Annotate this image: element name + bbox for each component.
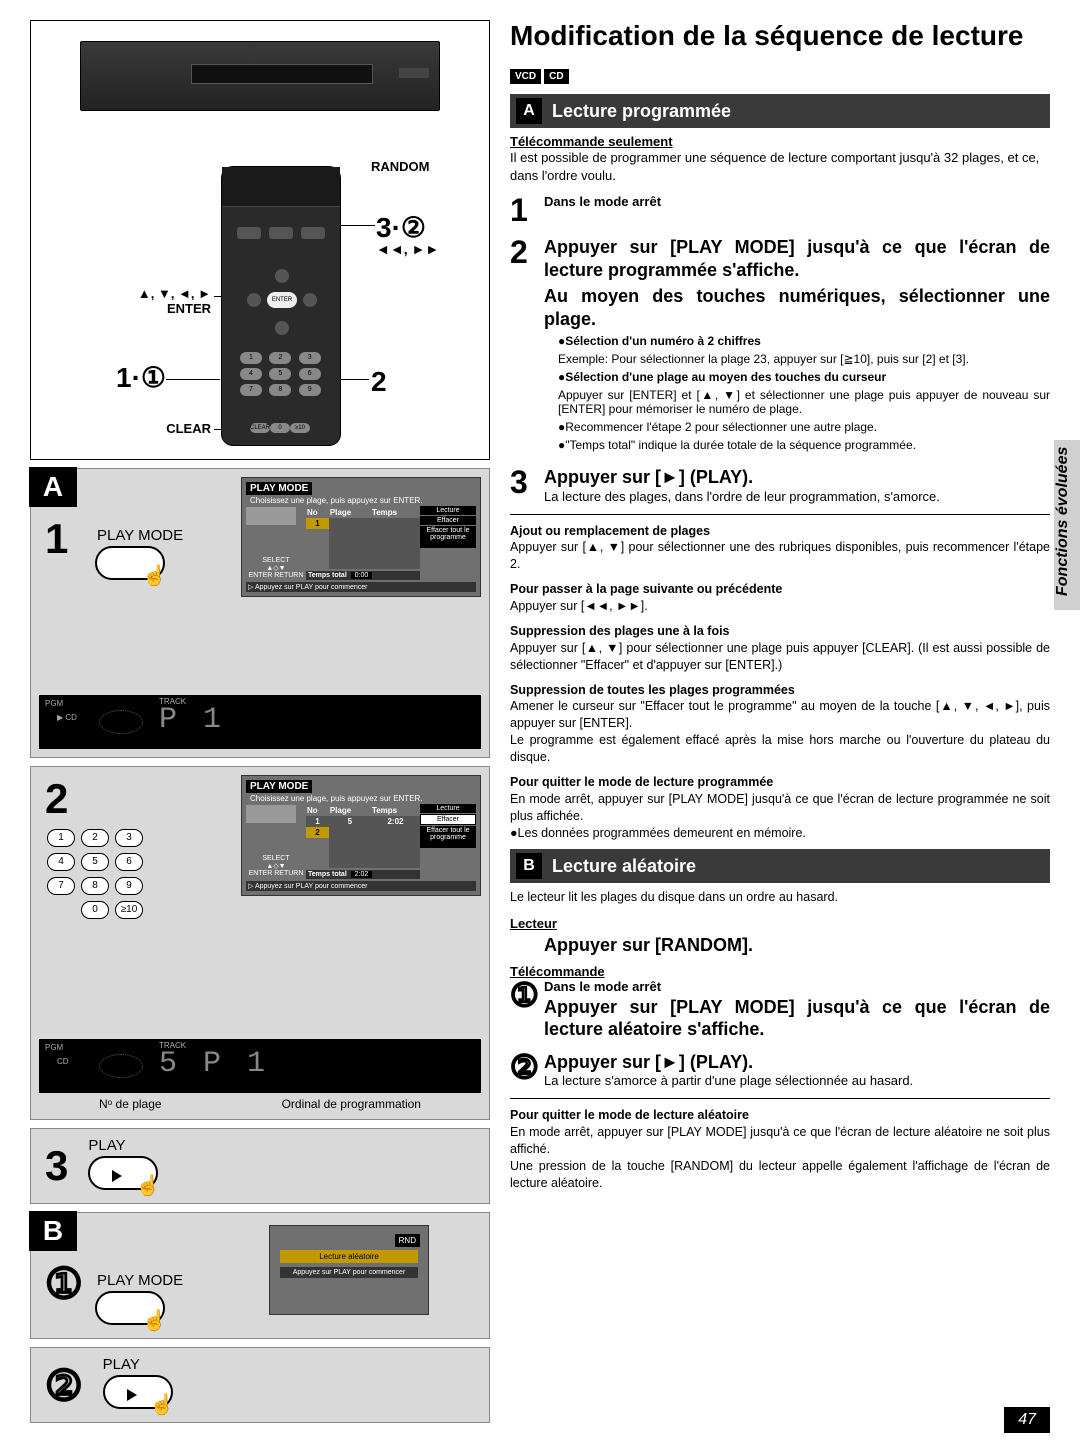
lecteur-label: Lecteur: [510, 916, 1050, 931]
step-a1: 1 Dans le mode arrêt: [510, 194, 1050, 226]
step-b1: ① Dans le mode arrêt Appuyer sur [PLAY M…: [510, 979, 1050, 1040]
panel-3: 3 PLAY: [30, 1128, 490, 1204]
section-b-intro: Le lecteur lit les plages du disque dans…: [510, 889, 1050, 906]
side-tab: Fonctions évoluées: [1054, 440, 1080, 610]
label-clear: CLEAR: [131, 421, 211, 436]
section-b-header: BLecture aléatoire: [510, 849, 1050, 883]
vfd-2: PGM CD TRACK 5 P 1: [39, 1039, 481, 1093]
label-enter: ▲, ▼, ◄, ► ENTER: [131, 286, 211, 316]
step-label-play-b: PLAY: [103, 1356, 173, 1373]
format-chips: VCDCD: [510, 66, 1050, 84]
callout-1-1: 1·①: [116, 361, 166, 394]
right-column: Modification de la séquence de lecture V…: [510, 20, 1050, 1423]
callout-2: 2: [371, 366, 387, 398]
label-random: RANDOM: [371, 159, 430, 174]
remote-illustration: ENTER 123 456 789 CLEAR0≥10: [221, 166, 341, 446]
chip-vcd: VCD: [510, 69, 541, 84]
badge-a: A: [29, 467, 77, 507]
step-b2: ② Appuyer sur [►] (PLAY). La lecture s'a…: [510, 1051, 1050, 1089]
chip-cd: CD: [544, 69, 568, 84]
step-num-b2: ②: [45, 1361, 83, 1410]
section-a-intro: Il est possible de programmer une séquen…: [510, 149, 1050, 184]
step-a2: 2 Appuyer sur [PLAY MODE] jusqu'à ce que…: [510, 236, 1050, 456]
panel-b1: B ① PLAY MODE RND Lecture aléatoire Appu…: [30, 1212, 490, 1339]
osd-b: RND Lecture aléatoire Appuyez sur PLAY p…: [269, 1225, 429, 1315]
playmode-button-illustration: [95, 546, 165, 580]
remote-only-label: Télécommande seulement: [510, 134, 1050, 149]
vfd-a1: PGM ▶ CD TRACK P 1: [39, 695, 481, 749]
section-a-header: ALecture programmée: [510, 94, 1050, 128]
callout-3-2: 3·②: [376, 211, 426, 244]
lecteur-instruction: Appuyer sur [RANDOM].: [544, 935, 1050, 956]
osd-a1: PLAY MODEChoisissez une plage, puis appu…: [241, 477, 481, 597]
panel-b2: ② PLAY: [30, 1347, 490, 1423]
step-label-playmode-b: PLAY MODE: [97, 1272, 183, 1289]
callout-ffrw: ◄◄, ►►: [376, 241, 439, 257]
panel-2: 2 123 456 789 0≥10 PLAY MODEChoisissez u…: [30, 766, 490, 1120]
vfd-captions: Nᵒ de plageOrdinal de programmation: [39, 1097, 481, 1111]
telecommande-label: Télécommande: [510, 964, 1050, 979]
step-label-play: PLAY: [88, 1137, 158, 1154]
device-diagram: RANDOM ENTER 123 456 789 CLEAR0≥10 ▲, ▼,…: [30, 20, 490, 460]
osd-2: PLAY MODEChoisissez une plage, puis appu…: [241, 775, 481, 896]
play-button-b: [103, 1375, 173, 1409]
step-a3: 3 Appuyer sur [►] (PLAY). La lecture des…: [510, 466, 1050, 504]
dvd-player-illustration: [80, 41, 440, 111]
page-number: 47: [1004, 1407, 1050, 1433]
play-button-illustration: [88, 1156, 158, 1190]
badge-b: B: [29, 1211, 77, 1251]
page-title: Modification de la séquence de lecture: [510, 20, 1050, 52]
panel-a1: A 1 PLAY MODE PLAY MODEChoisissez une pl…: [30, 468, 490, 758]
playmode-button-b: [95, 1291, 165, 1325]
left-column: RANDOM ENTER 123 456 789 CLEAR0≥10 ▲, ▼,…: [30, 20, 490, 1423]
step-label-playmode: PLAY MODE: [97, 527, 183, 544]
step-num-3: 3: [45, 1142, 68, 1190]
